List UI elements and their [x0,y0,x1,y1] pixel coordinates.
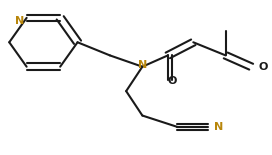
Text: O: O [258,62,267,72]
Text: N: N [138,60,147,69]
Text: N: N [15,16,24,26]
Text: O: O [168,76,177,86]
Text: N: N [214,122,223,132]
